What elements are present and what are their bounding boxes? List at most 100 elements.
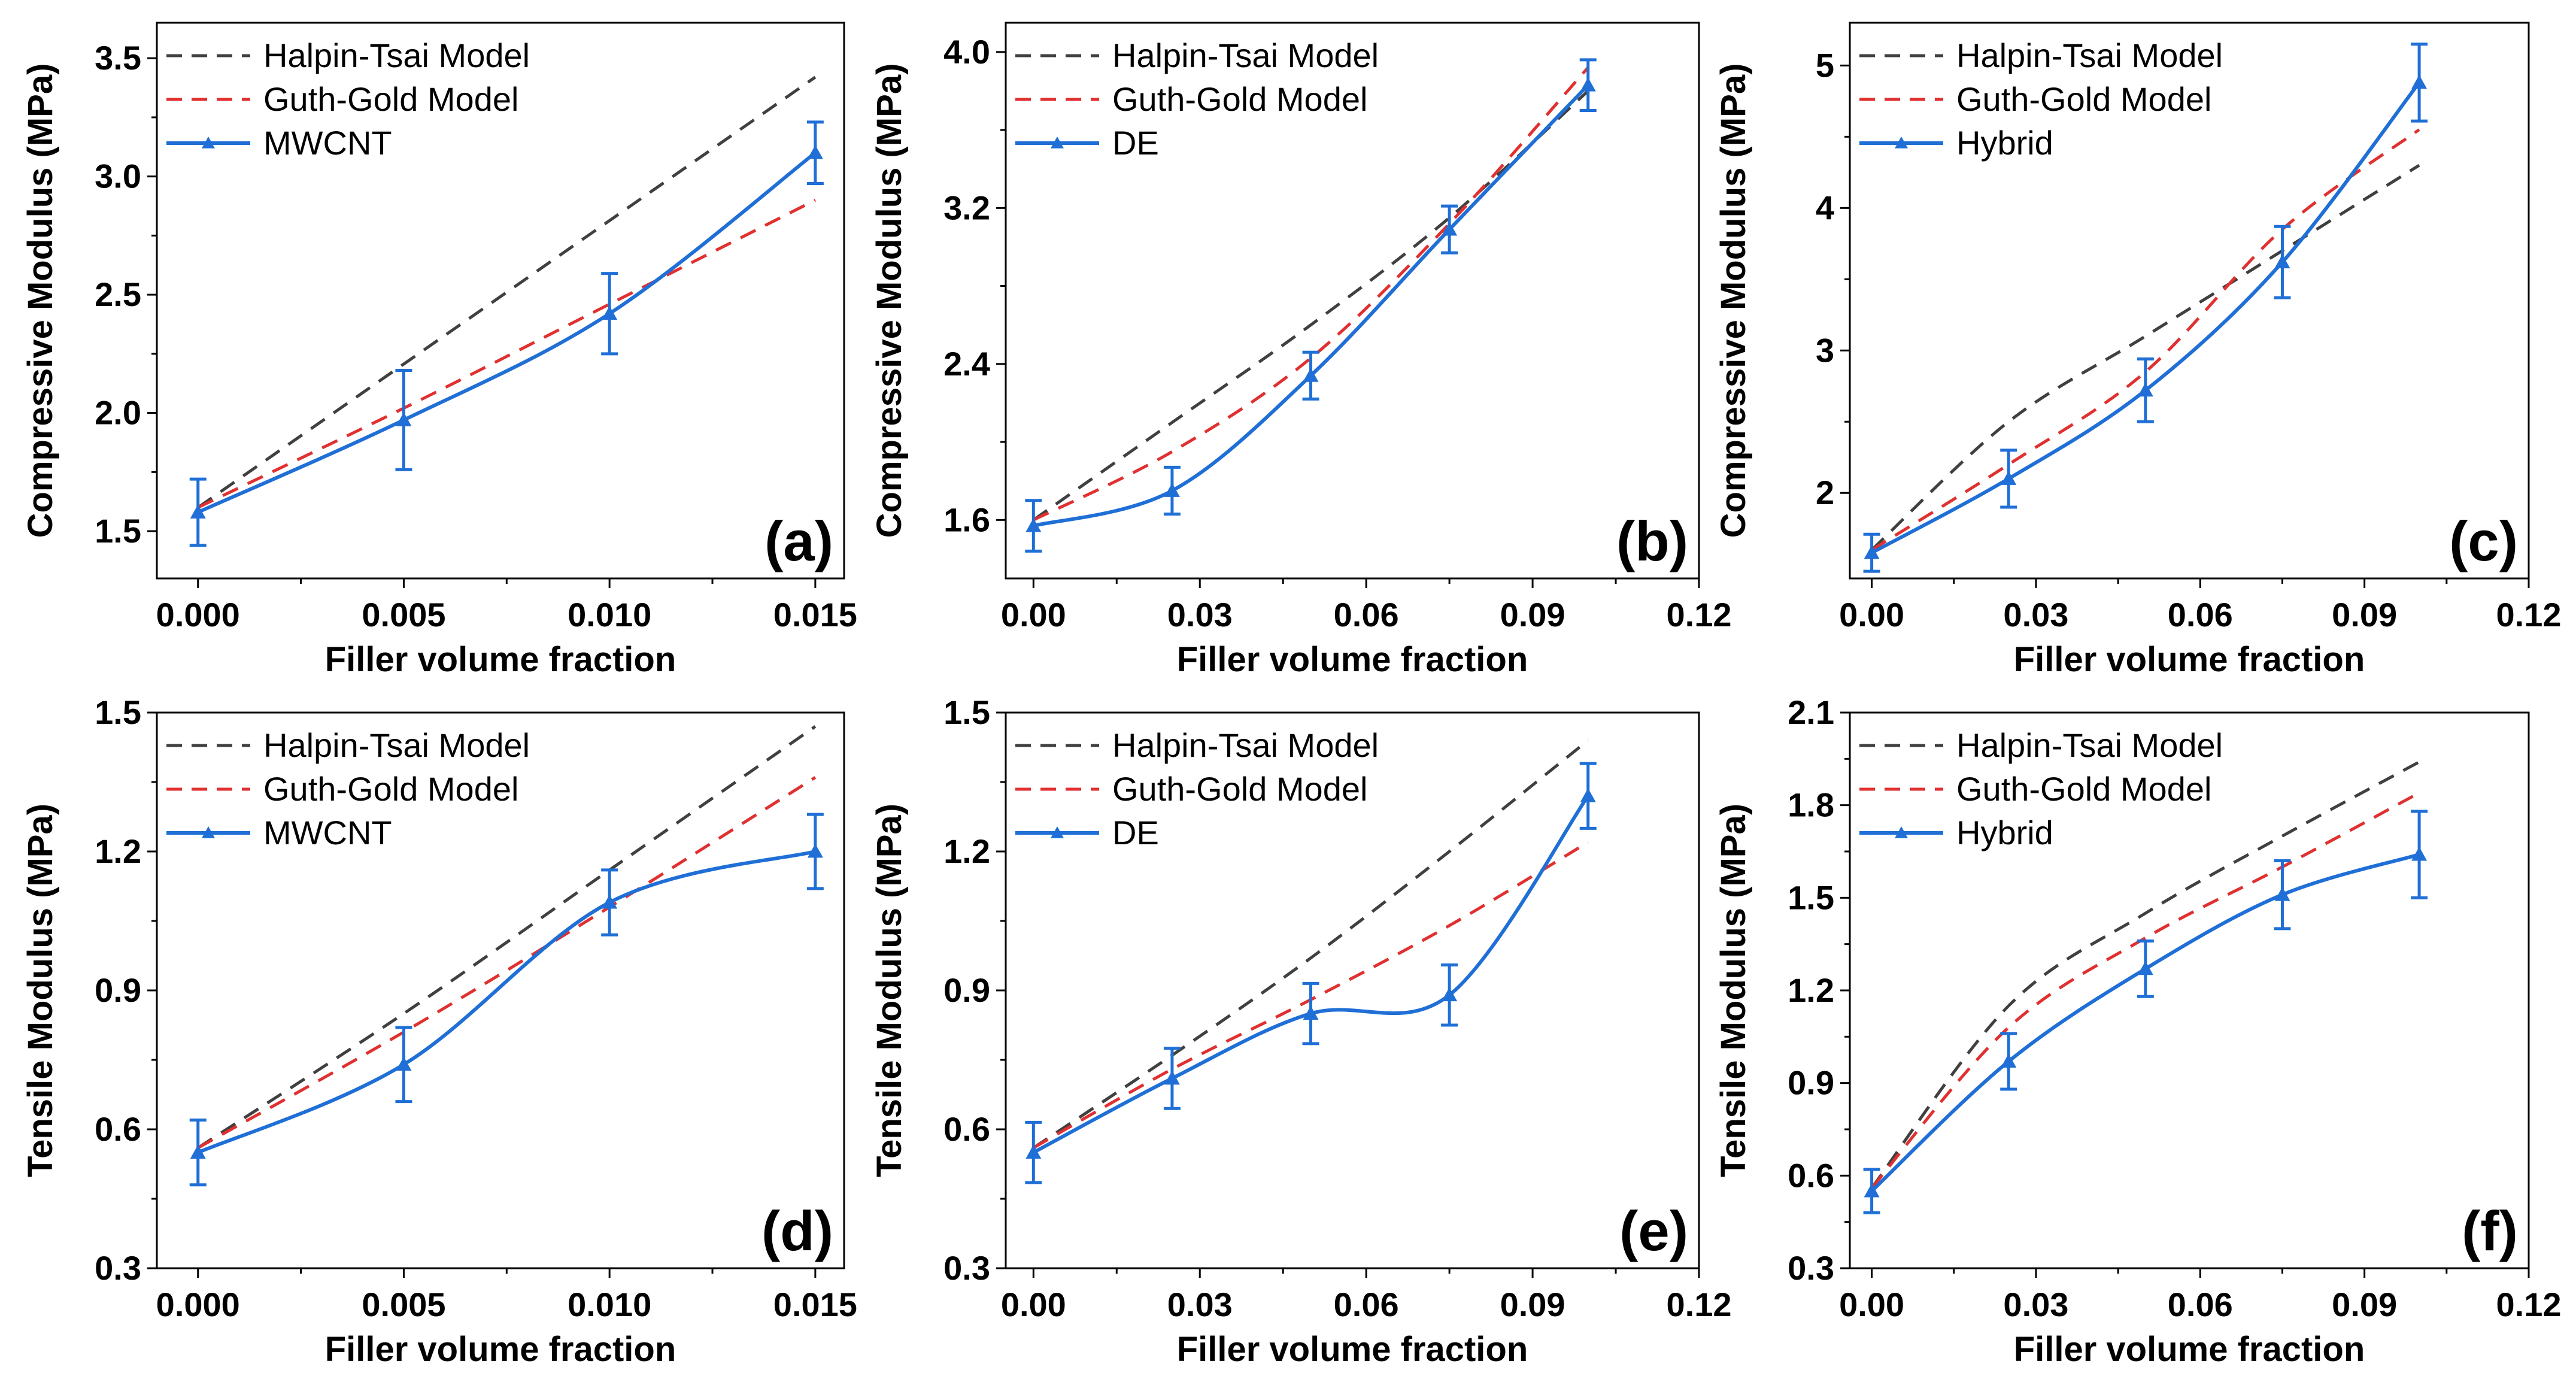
panel-letter: (b) — [1616, 510, 1688, 572]
x-tick-label: 0.005 — [362, 596, 445, 634]
guth-gold-line — [197, 776, 817, 1150]
x-tick-label: 0.06 — [1334, 596, 1399, 634]
panel-letter: (a) — [764, 510, 833, 572]
data-fit-line — [197, 850, 816, 1154]
y-tick-label: 4 — [1816, 189, 1834, 226]
legend-label: Halpin-Tsai Model — [263, 37, 530, 74]
legend-marker — [202, 826, 215, 838]
legend-label: MWCNT — [263, 814, 392, 851]
plot-area — [1032, 66, 1589, 528]
plot-frame — [1849, 22, 2530, 580]
halpin-tsai-line — [1032, 739, 1589, 1150]
x-axis-label: Filler volume fraction — [1177, 1330, 1528, 1369]
x-tick-label: 0.000 — [156, 596, 240, 634]
x-tick-label: 0.12 — [2496, 1286, 2562, 1323]
x-tick-label: 0.00 — [1839, 596, 1904, 634]
x-tick-label: 0.00 — [1001, 1286, 1066, 1323]
halpin-tsai-line — [1870, 760, 2420, 1189]
chart-panel-c: 0.00 0.03 0.06 0.09 0.12 2 3 4 5 Filler volume fr… — [1714, 22, 2562, 679]
data-point-marker — [1303, 1005, 1319, 1020]
y-tick-label: 0.9 — [1788, 1064, 1834, 1102]
data-point-marker — [1864, 1183, 1880, 1198]
plot-area — [197, 725, 817, 1154]
x-tick-label: 0.09 — [2332, 596, 2397, 634]
data-point-marker — [2274, 887, 2290, 901]
y-tick-label: 1.5 — [1788, 878, 1834, 916]
x-tick-label: 0.09 — [2332, 1286, 2397, 1323]
x-axis-label: Filler volume fraction — [325, 640, 676, 679]
panel-letter: (c) — [2449, 510, 2518, 572]
data-fit-line — [1871, 81, 2421, 554]
data-point-marker — [2137, 960, 2153, 975]
y-axis-label: Tensile Modulus (MPa) — [1714, 804, 1753, 1177]
chart-panel-b: 0.00 0.03 0.06 0.09 0.12 1.6 2.4 3.2 4.0 Filler v… — [870, 22, 1732, 679]
data-point-marker — [807, 145, 823, 159]
y-tick-label: 1.6 — [943, 501, 990, 538]
y-tick-label: 0.3 — [943, 1249, 990, 1287]
y-tick-label: 0.6 — [1788, 1156, 1834, 1194]
legend-label: Guth-Gold Model — [1956, 770, 2211, 808]
data-point-marker — [1025, 1144, 1042, 1159]
x-tick-label: 0.00 — [1001, 596, 1066, 634]
y-tick-label: 1.5 — [95, 693, 141, 731]
x-tick-label: 0.06 — [2168, 1286, 2233, 1323]
panel-letter: (d) — [761, 1199, 833, 1262]
legend-label: Halpin-Tsai Model — [1956, 37, 2223, 74]
data-point-marker — [807, 844, 823, 858]
guth-gold-line — [197, 198, 817, 509]
legend-label: Halpin-Tsai Model — [1956, 726, 2223, 764]
y-axis-label: Compressive Modulus (MPa) — [870, 63, 909, 538]
y-tick-label: 3 — [1816, 331, 1834, 369]
y-tick-label: 3.2 — [943, 189, 990, 226]
plot-area — [1870, 81, 2421, 554]
y-tick-label: 0.6 — [943, 1110, 990, 1148]
y-tick-label: 2.4 — [943, 345, 990, 383]
y-axis-label: Compressive Modulus (MPa) — [1714, 63, 1753, 538]
halpin-tsai-line — [197, 75, 817, 509]
data-point-marker — [2411, 74, 2428, 89]
halpin-tsai-line — [197, 725, 817, 1150]
y-tick-label: 1.2 — [95, 832, 141, 870]
x-tick-label: 0.03 — [2003, 596, 2068, 634]
panel-letter: (f) — [2462, 1199, 2518, 1262]
legend-label: Guth-Gold Model — [1956, 80, 2211, 118]
y-tick-label: 0.6 — [95, 1110, 141, 1148]
legend-label: DE — [1112, 124, 1159, 162]
legend-marker — [1895, 137, 1908, 148]
data-point-marker — [1025, 518, 1042, 532]
legend-label: Halpin-Tsai Model — [1112, 37, 1379, 74]
legend-label: Guth-Gold Model — [1112, 770, 1367, 808]
y-tick-label: 0.3 — [95, 1249, 141, 1287]
data-fit-line — [1870, 853, 2420, 1193]
y-axis-label: Compressive Modulus (MPa) — [21, 63, 60, 538]
x-tick-label: 0.12 — [1667, 596, 1732, 634]
guth-gold-line — [1871, 128, 2420, 551]
data-point-marker — [1303, 368, 1319, 382]
data-point-marker — [2274, 254, 2290, 269]
legend-marker — [1895, 826, 1908, 838]
legend-label: DE — [1112, 814, 1159, 851]
data-point-marker — [1164, 1070, 1180, 1085]
x-axis-label: Filler volume fraction — [325, 1330, 676, 1369]
halpin-tsai-line — [1032, 90, 1589, 522]
chart-panel-e: 0.00 0.03 0.06 0.09 0.12 0.3 0.6 0.9 1.2 1.5 Fille… — [870, 693, 1732, 1369]
legend-marker — [1051, 137, 1064, 148]
data-point-marker — [2411, 847, 2428, 861]
data-point-marker — [396, 1056, 412, 1071]
y-tick-label: 3.5 — [95, 39, 141, 77]
x-tick-label: 0.06 — [2168, 596, 2233, 634]
panel-letter: (e) — [1619, 1199, 1688, 1262]
data-point-marker — [1580, 788, 1596, 802]
legend-label: Halpin-Tsai Model — [263, 726, 530, 764]
data-point-marker — [602, 895, 618, 909]
data-fit-line — [197, 151, 817, 514]
legend-marker — [1051, 826, 1064, 838]
x-tick-label: 0.03 — [2003, 1286, 2068, 1323]
x-tick-label: 0.06 — [1334, 1286, 1399, 1323]
y-tick-label: 1.8 — [1788, 786, 1834, 824]
y-tick-label: 0.9 — [95, 971, 141, 1009]
chart-panel-a: 0.000 0.005 0.010 0.015 1.5 2.0 2.5 3.0 3.5 Fille… — [21, 22, 857, 679]
legend-label: Guth-Gold Model — [263, 80, 518, 118]
chart-panel-f: 0.00 0.03 0.06 0.09 0.12 0.3 0.6 0.9 1.2 1.5 1.8 2.… — [1714, 693, 2562, 1369]
x-tick-label: 0.00 — [1839, 1286, 1904, 1323]
